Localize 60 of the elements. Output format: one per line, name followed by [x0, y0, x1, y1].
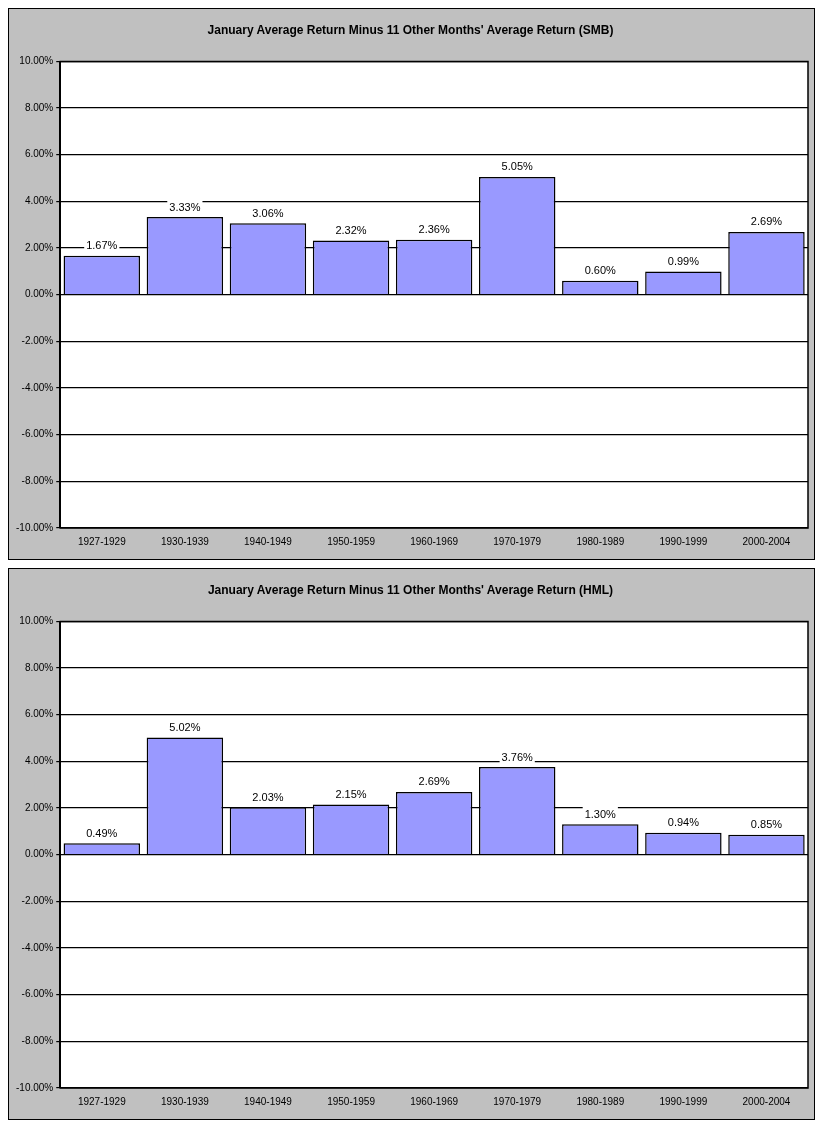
x-tick-label: 1980-1989: [576, 535, 625, 547]
data-label: 3.33%: [169, 200, 201, 213]
data-label: 2.32%: [335, 224, 367, 237]
y-tick-label: 2.00%: [24, 801, 54, 813]
x-tick-label: 1960-1969: [410, 535, 459, 547]
x-tick-label: 1930-1939: [160, 535, 210, 547]
y-tick-label: -8.00%: [21, 1035, 54, 1047]
y-tick-label: 10.00%: [19, 55, 54, 67]
x-tick-label: 1950-1959: [327, 1095, 376, 1107]
data-label: 2.15%: [335, 788, 367, 801]
x-tick-label: 1950-1959: [327, 535, 376, 547]
x-tick-label: 1990-1999: [659, 1095, 708, 1107]
data-label: 2.69%: [750, 215, 783, 228]
x-tick-label: 1930-1939: [160, 1095, 210, 1107]
data-label: 1.30%: [584, 807, 617, 820]
y-tick-label: 0.00%: [24, 288, 54, 300]
y-tick-label: 8.00%: [24, 661, 54, 673]
data-label: 0.60%: [584, 264, 617, 277]
data-label: 0.94%: [667, 816, 700, 829]
chart-title: January Average Return Minus 11 Other Months' Average Return (HML): [207, 582, 614, 597]
x-tick-label: 1990-1999: [659, 535, 708, 547]
data-label: 1.67%: [86, 239, 118, 252]
y-tick-label: 2.00%: [24, 241, 54, 253]
data-label: 5.02%: [169, 721, 201, 734]
y-tick-label: -10.00%: [16, 1081, 54, 1093]
data-label: 2.03%: [252, 790, 284, 803]
y-tick-label: 0.00%: [24, 848, 54, 860]
y-tick-label: -6.00%: [21, 428, 54, 440]
y-tick-label: -8.00%: [21, 475, 54, 487]
data-label: 0.85%: [750, 818, 783, 831]
x-tick-label: 1970-1979: [493, 535, 542, 547]
chart-title: January Average Return Minus 11 Other Months' Average Return (SMB): [207, 22, 614, 37]
y-tick-label: 6.00%: [24, 148, 54, 160]
x-tick-label: 1927-1929: [77, 535, 127, 547]
y-tick-label: 4.00%: [24, 195, 54, 207]
y-tick-label: 6.00%: [24, 708, 54, 720]
x-tick-label: 2000-2004: [742, 535, 791, 547]
x-tick-label: 1940-1949: [244, 1095, 293, 1107]
data-label: 3.76%: [501, 750, 534, 763]
data-label: 2.36%: [418, 223, 450, 236]
x-tick-label: 2000-2004: [742, 1095, 791, 1107]
data-label: 0.99%: [667, 255, 700, 268]
y-tick-label: -4.00%: [21, 941, 54, 953]
y-tick-label: -10.00%: [16, 521, 54, 533]
y-tick-label: -4.00%: [21, 381, 54, 393]
y-tick-label: 4.00%: [24, 755, 54, 767]
x-tick-label: 1940-1949: [244, 535, 293, 547]
x-tick-label: 1970-1979: [493, 1095, 542, 1107]
data-label: 0.49%: [86, 826, 118, 839]
x-tick-label: 1960-1969: [410, 1095, 459, 1107]
x-tick-label: 1927-1929: [77, 1095, 127, 1107]
y-tick-label: -6.00%: [21, 988, 54, 1000]
y-tick-label: 8.00%: [24, 101, 54, 113]
data-label: 3.06%: [252, 206, 284, 219]
x-tick-label: 1980-1989: [576, 1095, 625, 1107]
y-tick-label: 10.00%: [19, 615, 54, 627]
data-label: 2.69%: [418, 775, 450, 788]
y-tick-label: -2.00%: [21, 335, 54, 347]
y-tick-label: -2.00%: [21, 895, 54, 907]
data-label: 5.05%: [501, 160, 534, 173]
